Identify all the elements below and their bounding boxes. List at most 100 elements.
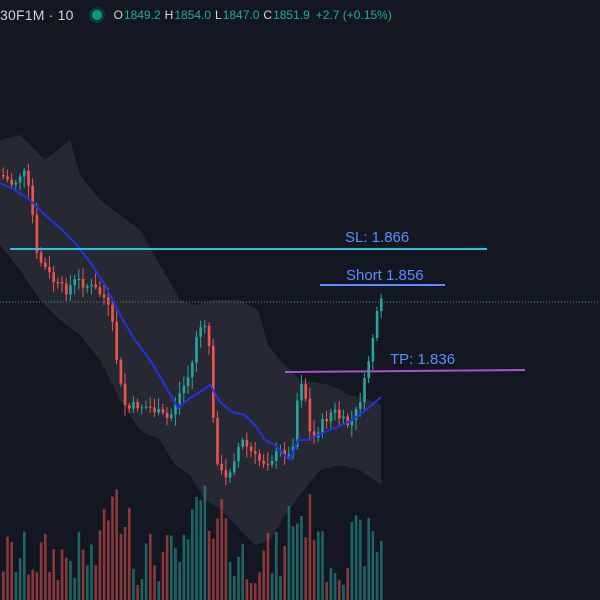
- symbol-label[interactable]: 30F1M · 10: [0, 7, 74, 23]
- close-key: C: [263, 8, 273, 22]
- candle-body: [56, 282, 60, 284]
- volume-bar: [287, 506, 291, 600]
- volume-bar: [157, 581, 160, 600]
- volume-bar: [77, 531, 81, 600]
- candle-body: [111, 304, 114, 322]
- volume-bar: [304, 537, 307, 600]
- candle-body: [94, 284, 97, 288]
- short-entry-label[interactable]: Short 1.856: [346, 267, 424, 284]
- candle-body: [203, 325, 207, 328]
- candle-body: [375, 311, 379, 338]
- volume-bar: [6, 536, 9, 600]
- candle-body: [182, 385, 186, 394]
- candle-body: [65, 283, 68, 295]
- candle-body: [174, 403, 177, 415]
- candle-body: [14, 182, 18, 185]
- candle-body: [308, 398, 312, 432]
- volume-bar: [161, 551, 165, 600]
- volume-bar: [191, 509, 194, 600]
- candle-body: [18, 176, 22, 183]
- close-value: 1851.9: [273, 8, 310, 22]
- low-value: 1847.0: [222, 8, 260, 22]
- candle-body: [354, 408, 358, 420]
- candle-body: [254, 451, 257, 454]
- candle-body: [266, 463, 270, 465]
- volume-bar: [123, 526, 127, 600]
- candle-body: [60, 282, 64, 284]
- volume-bar: [359, 519, 362, 600]
- volume-bar: [245, 579, 249, 600]
- candle-body: [329, 412, 333, 422]
- volume-bar: [69, 560, 72, 600]
- volume-bar: [35, 572, 39, 600]
- candle-body: [371, 337, 375, 362]
- candle-body: [346, 416, 349, 426]
- low-key: L: [215, 8, 222, 22]
- volume-bar: [195, 496, 198, 600]
- candle-body: [86, 286, 89, 288]
- candle-body: [380, 298, 383, 312]
- candle-body: [350, 419, 354, 426]
- candles: [2, 164, 383, 486]
- volume-bar: [170, 535, 173, 600]
- volume-bar: [207, 530, 211, 600]
- volume-bar: [132, 568, 135, 600]
- candle-body: [115, 321, 118, 360]
- candle-body: [325, 419, 328, 422]
- volume-bar: [254, 583, 257, 600]
- candle-body: [312, 431, 316, 438]
- candle-body: [136, 402, 139, 409]
- candle-body: [233, 461, 236, 473]
- candle-body: [144, 406, 148, 408]
- candle-body: [199, 327, 202, 337]
- stop-loss-label[interactable]: SL: 1.866: [345, 229, 410, 246]
- candle-body: [186, 377, 190, 386]
- volume-bar: [325, 582, 328, 600]
- change-value: +2.7 (+0.15%): [315, 8, 392, 22]
- candle-body: [262, 460, 265, 464]
- volume-bar: [186, 539, 190, 600]
- volume-bar: [346, 568, 349, 600]
- volume-bar: [73, 577, 76, 600]
- candle-body: [359, 402, 362, 409]
- volume-bars: [2, 485, 383, 600]
- candle-body: [10, 179, 13, 185]
- candle-body: [245, 440, 249, 447]
- candle-body: [2, 175, 5, 177]
- volume-bar: [27, 574, 30, 600]
- candle-body: [6, 176, 9, 180]
- volume-bar: [174, 547, 177, 600]
- volume-bar: [165, 535, 169, 600]
- candle-body: [367, 361, 370, 379]
- candle-body: [149, 406, 152, 408]
- volume-bar: [111, 496, 114, 600]
- candle-body: [128, 405, 131, 409]
- volume-bar: [321, 531, 324, 600]
- candle-body: [212, 345, 215, 419]
- candle-body: [275, 451, 278, 461]
- open-value: 1849.2: [123, 8, 161, 22]
- volume-bar: [296, 523, 299, 600]
- volume-bar: [81, 549, 85, 600]
- volume-bar: [65, 557, 68, 600]
- volume-bar: [153, 565, 156, 600]
- candle-body: [119, 359, 123, 384]
- volume-bar: [2, 571, 5, 600]
- volume-bar: [258, 572, 261, 600]
- market-status-icon[interactable]: [91, 10, 102, 20]
- candle-body: [228, 472, 232, 478]
- high-key: H: [164, 8, 174, 22]
- volume-bar: [98, 530, 102, 600]
- candle-body: [44, 262, 47, 268]
- take-profit-label[interactable]: TP: 1.836: [390, 351, 456, 368]
- candle-body: [161, 408, 165, 413]
- candle-body: [73, 279, 76, 286]
- candle-body: [363, 378, 366, 403]
- volume-bar: [144, 543, 148, 600]
- volume-bar: [342, 584, 345, 600]
- candle-body: [287, 454, 291, 456]
- volume-bar: [228, 562, 232, 600]
- candle-body: [157, 408, 160, 413]
